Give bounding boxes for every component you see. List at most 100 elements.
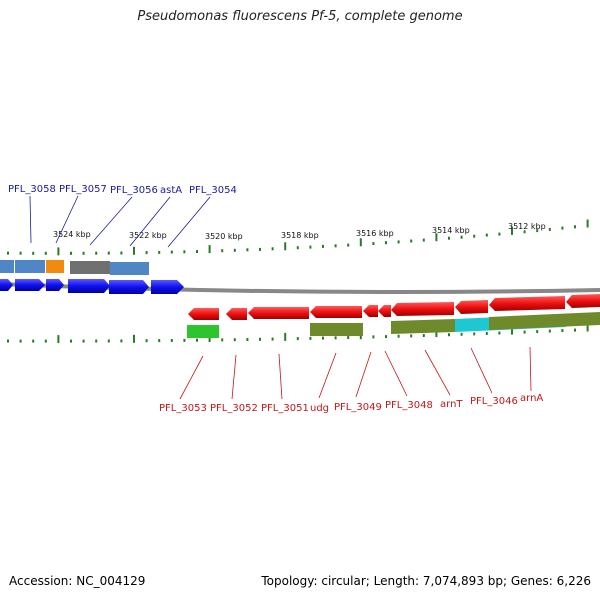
major-tick (133, 334, 135, 343)
minor-tick (448, 236, 450, 240)
minor-tick (498, 331, 501, 335)
minor-tick (422, 238, 425, 242)
minor-tick (574, 328, 576, 332)
minor-tick (221, 338, 224, 342)
minor-tick (561, 226, 564, 230)
kbp-label: 3524 kbp (53, 230, 91, 239)
minor-tick (95, 251, 98, 255)
gene-label-pfl-3049[interactable]: PFL_3049 (334, 402, 382, 413)
leader-line (424, 349, 451, 396)
minor-tick (19, 251, 22, 255)
cds-reverse[interactable] (489, 296, 565, 311)
gene-label-pfl-3051[interactable]: PFL_3051 (261, 403, 309, 414)
class-bar-blue (110, 262, 149, 275)
gene-label-asta[interactable]: astA (160, 185, 182, 196)
cds-reverse[interactable] (391, 302, 454, 316)
minor-tick (473, 332, 476, 336)
major-tick (359, 238, 362, 247)
cds-reverse[interactable] (248, 307, 309, 319)
class-bar-green (187, 325, 219, 338)
cds-reverse[interactable] (455, 300, 488, 314)
leader-line (129, 196, 171, 247)
minor-tick (309, 336, 312, 340)
gene-label-arnt[interactable]: arnT (440, 399, 463, 410)
cds-reverse[interactable] (188, 308, 219, 320)
kbp-labels: 3524 kbp 3522 kbp 3520 kbp 3518 kbp 3516… (53, 222, 546, 241)
major-tick (284, 332, 287, 341)
minor-tick (107, 339, 110, 343)
minor-tick (498, 232, 501, 236)
minor-tick (145, 339, 148, 343)
map-title: Pseudomonas fluorescens Pf-5, complete g… (137, 9, 463, 24)
minor-tick (145, 251, 148, 255)
cds-forward[interactable] (109, 280, 149, 294)
minor-tick (183, 338, 186, 342)
class-bar-gray (70, 261, 110, 274)
gene-label-pfl-3053[interactable]: PFL_3053 (159, 403, 207, 414)
tick-row-lower (7, 323, 589, 344)
minor-tick (460, 332, 463, 336)
minor-tick (120, 339, 123, 343)
major-tick (133, 246, 135, 255)
reverse-cds-track (188, 294, 600, 320)
cds-reverse[interactable] (310, 306, 362, 318)
minor-tick (196, 250, 198, 253)
minor-tick (536, 330, 539, 334)
minor-tick (385, 335, 387, 339)
major-tick (57, 335, 60, 344)
minor-tick (523, 330, 526, 334)
gene-label-pfl-3052[interactable]: PFL_3052 (210, 403, 258, 414)
cds-forward[interactable] (15, 279, 45, 291)
gene-label-pfl-3056[interactable]: PFL_3056 (110, 185, 158, 196)
gene-class-bars-lower (187, 312, 600, 338)
minor-tick (347, 336, 350, 339)
cds-forward[interactable] (0, 279, 13, 291)
top-gene-labels: PFL_3058 PFL_3057 PFL_3056 astA PFL_3054 (8, 184, 237, 248)
minor-tick (410, 334, 413, 338)
minor-tick (259, 337, 261, 341)
gene-label-pfl-3058[interactable]: PFL_3058 (8, 184, 56, 195)
accession-text: Accession: NC_004129 (9, 574, 146, 588)
cds-forward[interactable] (68, 279, 110, 293)
cds-reverse[interactable] (226, 308, 247, 320)
minor-tick (158, 250, 161, 254)
leader-line (179, 355, 204, 400)
minor-tick (347, 243, 350, 247)
minor-tick (158, 339, 161, 343)
leader-line (470, 347, 493, 394)
major-tick (435, 329, 438, 338)
minor-tick (523, 230, 526, 234)
minor-tick (44, 339, 47, 343)
minor-tick (170, 339, 173, 342)
gene-label-pfl-3057[interactable]: PFL_3057 (59, 184, 107, 195)
gene-label-pfl-3054[interactable]: PFL_3054 (189, 185, 237, 196)
minor-tick (322, 244, 324, 248)
minor-tick (448, 333, 450, 337)
leader-line (384, 350, 408, 397)
major-tick (208, 334, 211, 343)
minor-tick (70, 251, 72, 255)
cds-forward[interactable] (151, 280, 184, 294)
kbp-label: 3512 kbp (508, 222, 546, 231)
gene-label-pfl-3046[interactable]: PFL_3046 (470, 396, 518, 407)
minor-tick (410, 239, 413, 243)
leader-line (318, 352, 337, 399)
gene-label-udg[interactable]: udg (310, 403, 329, 414)
forward-cds-track (0, 279, 184, 294)
class-bar-blue (0, 260, 14, 273)
minor-tick (561, 329, 564, 333)
gene-label-pfl-3048[interactable]: PFL_3048 (385, 400, 433, 411)
cds-reverse[interactable] (378, 305, 391, 317)
kbp-label: 3516 kbp (356, 229, 394, 238)
leader-line (167, 196, 211, 248)
gene-label-arna[interactable]: arnA (520, 393, 543, 404)
cds-reverse[interactable] (566, 294, 600, 308)
class-bar-olive (489, 312, 600, 330)
major-tick (57, 247, 60, 256)
cds-reverse[interactable] (363, 305, 378, 317)
cds-forward[interactable] (46, 279, 64, 291)
minor-tick (322, 336, 324, 340)
kbp-label: 3514 kbp (432, 226, 470, 235)
major-tick (586, 219, 589, 228)
